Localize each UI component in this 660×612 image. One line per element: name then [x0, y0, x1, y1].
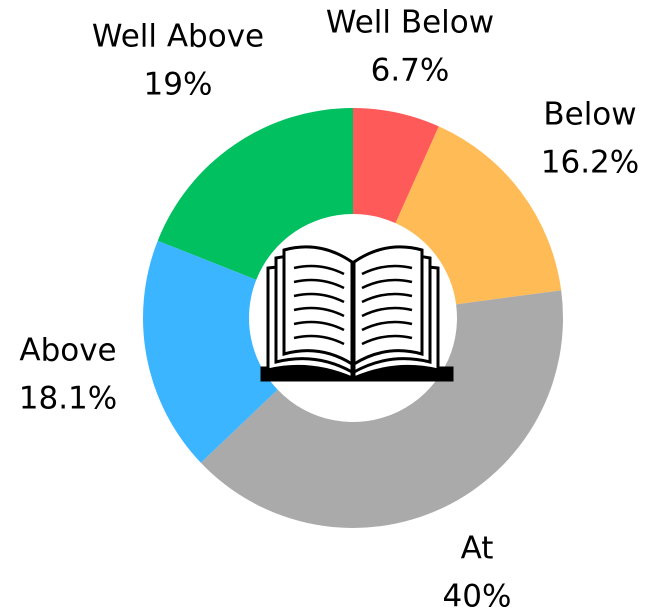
slice-label: Above	[19, 333, 116, 369]
slice-label: At	[461, 531, 494, 567]
slice	[395, 126, 562, 305]
value-label: 6.7%	[371, 53, 450, 89]
slices	[142, 108, 563, 529]
value-label: 16.2%	[541, 145, 639, 181]
slice-label: Well Above	[92, 19, 264, 55]
slice	[157, 108, 353, 280]
slice	[200, 290, 563, 529]
value-label: 19%	[144, 67, 213, 103]
book-icon	[260, 245, 454, 382]
slice	[142, 240, 278, 463]
slice	[353, 108, 439, 224]
slice-label: Well Below	[326, 5, 494, 41]
value-label: 18.1%	[19, 381, 117, 417]
slice-label: Below	[543, 97, 636, 133]
value-label: 40%	[443, 579, 512, 612]
